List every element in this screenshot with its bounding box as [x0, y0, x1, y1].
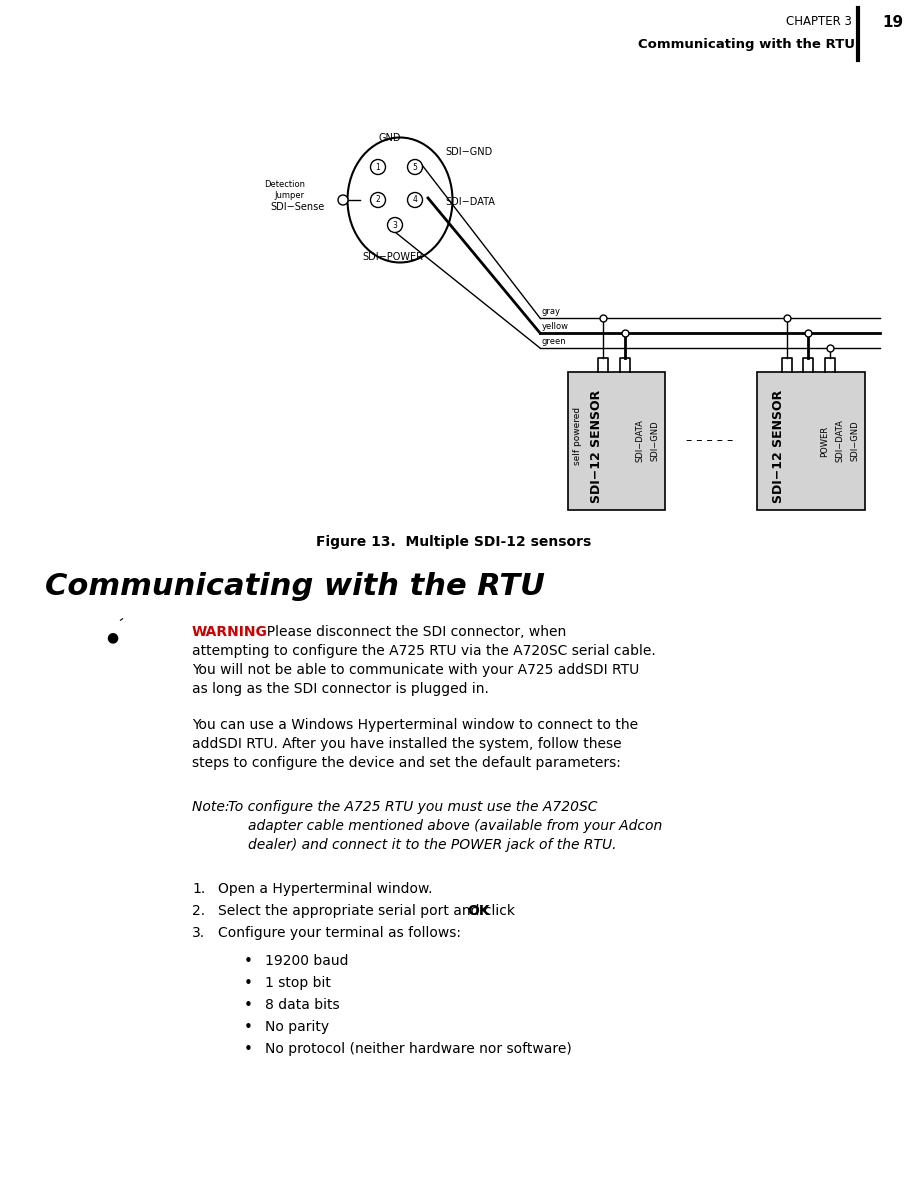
Circle shape — [407, 193, 423, 207]
Text: 4: 4 — [413, 195, 417, 205]
Text: SDI−GND: SDI−GND — [851, 420, 860, 461]
Circle shape — [338, 195, 348, 205]
Text: Communicating with the RTU: Communicating with the RTU — [45, 572, 544, 601]
Text: 19: 19 — [882, 16, 903, 30]
Text: 2: 2 — [375, 195, 380, 205]
Text: OK: OK — [468, 904, 490, 918]
Text: 19200 baud: 19200 baud — [265, 954, 348, 968]
Text: Open a Hyperterminal window.: Open a Hyperterminal window. — [218, 882, 433, 897]
Text: SDI−DATA: SDI−DATA — [445, 198, 494, 207]
Text: SDI−GND: SDI−GND — [445, 147, 493, 157]
Bar — [757, 372, 865, 510]
Text: •: • — [244, 1020, 253, 1035]
Circle shape — [387, 218, 403, 232]
Text: addSDI RTU. After you have installed the system, follow these: addSDI RTU. After you have installed the… — [192, 737, 622, 751]
Text: 1 stop bit: 1 stop bit — [265, 976, 331, 990]
Text: SDI−GND: SDI−GND — [651, 420, 660, 461]
Text: •: • — [244, 998, 253, 1013]
Text: •: • — [244, 954, 253, 970]
Text: SDI−DATA: SDI−DATA — [835, 420, 844, 462]
Text: 1.: 1. — [192, 882, 205, 897]
Text: GND: GND — [379, 133, 401, 142]
Text: 3.: 3. — [192, 926, 205, 940]
Text: No protocol (neither hardware nor software): No protocol (neither hardware nor softwa… — [265, 1043, 572, 1056]
Text: WARNING: WARNING — [192, 625, 268, 639]
Text: •: • — [244, 976, 253, 991]
Text: SDI−12 SENSOR: SDI−12 SENSOR — [590, 389, 603, 503]
Text: gray: gray — [542, 306, 561, 316]
Text: POWER: POWER — [821, 425, 830, 456]
Text: Please disconnect the SDI connector, when: Please disconnect the SDI connector, whe… — [258, 625, 566, 639]
Text: Figure 13.  Multiple SDI-12 sensors: Figure 13. Multiple SDI-12 sensors — [316, 535, 592, 549]
Text: SDI−DATA: SDI−DATA — [635, 420, 644, 462]
Text: Detection
Jumper: Detection Jumper — [264, 181, 305, 200]
Text: •: • — [244, 1043, 253, 1057]
Text: To configure the A725 RTU you must use the A720SC: To configure the A725 RTU you must use t… — [228, 800, 597, 814]
Text: You will not be able to communicate with your A725 addSDI RTU: You will not be able to communicate with… — [192, 663, 639, 678]
Text: No parity: No parity — [265, 1020, 329, 1034]
Text: self powered: self powered — [574, 407, 583, 466]
Text: 3: 3 — [393, 220, 397, 230]
Text: Configure your terminal as follows:: Configure your terminal as follows: — [218, 926, 461, 940]
Text: yellow: yellow — [542, 322, 569, 332]
Text: – – – – –: – – – – – — [686, 435, 734, 448]
Text: 2.: 2. — [192, 904, 205, 918]
Text: Note:: Note: — [192, 800, 234, 814]
Text: Communicating with the RTU: Communicating with the RTU — [638, 38, 855, 51]
Circle shape — [407, 159, 423, 175]
Text: as long as the SDI connector is plugged in.: as long as the SDI connector is plugged … — [192, 682, 489, 695]
Text: 5: 5 — [413, 163, 417, 171]
Text: 8 data bits: 8 data bits — [265, 998, 340, 1011]
Text: green: green — [542, 338, 566, 346]
Text: dealer) and connect it to the POWER jack of the RTU.: dealer) and connect it to the POWER jack… — [248, 838, 616, 852]
Text: steps to configure the device and set the default parameters:: steps to configure the device and set th… — [192, 757, 621, 770]
Text: ●: ● — [106, 630, 118, 644]
Text: attempting to configure the A725 RTU via the A720SC serial cable.: attempting to configure the A725 RTU via… — [192, 644, 655, 658]
Text: SDI−POWER: SDI−POWER — [363, 253, 424, 262]
Text: SDI−12 SENSOR: SDI−12 SENSOR — [773, 389, 785, 503]
Text: SDI−Sense: SDI−Sense — [271, 202, 325, 212]
Circle shape — [371, 159, 385, 175]
Text: 1: 1 — [375, 163, 380, 171]
Text: Select the appropriate serial port and click: Select the appropriate serial port and c… — [218, 904, 519, 918]
Circle shape — [371, 193, 385, 207]
Bar — [568, 372, 665, 510]
Text: CHAPTER 3: CHAPTER 3 — [786, 16, 852, 28]
Text: You can use a Windows Hyperterminal window to connect to the: You can use a Windows Hyperterminal wind… — [192, 718, 638, 733]
Text: adapter cable mentioned above (available from your Adcon: adapter cable mentioned above (available… — [248, 819, 663, 833]
Text: .: . — [485, 904, 490, 918]
